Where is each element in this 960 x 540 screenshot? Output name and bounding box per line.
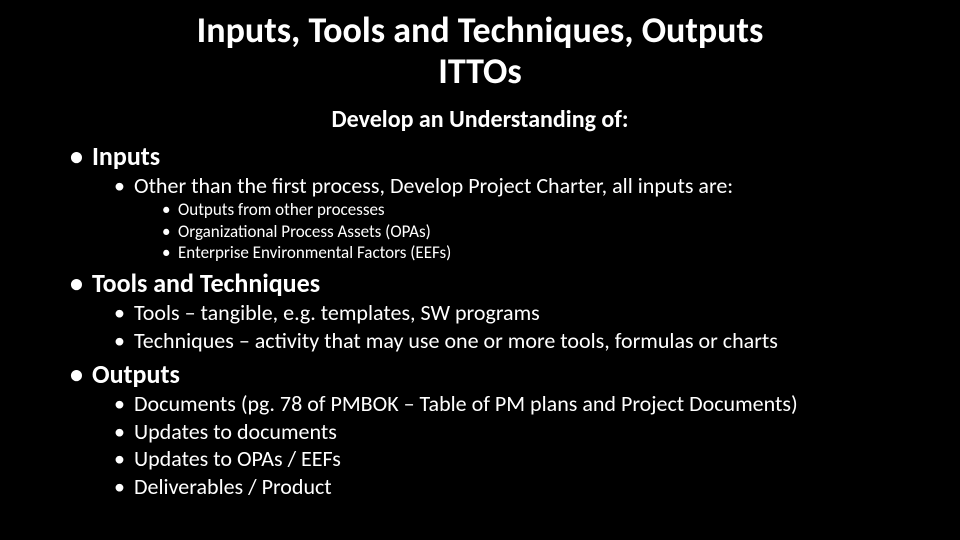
section-outputs: Outputs Documents (pg. 78 of PMBOK – Tab… (70, 358, 890, 500)
inputs-sublist: Other than the first process, Develop Pr… (114, 172, 890, 263)
list-item: Updates to OPAs / EEFs (114, 445, 890, 473)
list-item: Deliverables / Product (114, 473, 890, 501)
tools-items: Tools – tangible, e.g. templates, SW pro… (114, 299, 890, 354)
tools-heading-text: Tools and Techniques (92, 267, 320, 299)
inputs-sub1: Other than the first process, Develop Pr… (114, 172, 890, 263)
slide-content: Inputs Other than the first process, Dev… (0, 140, 960, 500)
inputs-items: Outputs from other processes Organizatio… (162, 199, 890, 263)
inputs-heading-text: Inputs (92, 140, 160, 172)
bullet-list-lvl1: Inputs Other than the first process, Dev… (70, 140, 890, 500)
outputs-heading-text: Outputs (92, 358, 180, 390)
slide-subtitle: Develop an Understanding of: (0, 105, 960, 134)
section-inputs: Inputs Other than the first process, Dev… (70, 140, 890, 263)
inputs-sub1-text: Other than the first process, Develop Pr… (134, 172, 733, 199)
list-item: Tools – tangible, e.g. templates, SW pro… (114, 299, 890, 327)
section-tools: Tools and Techniques Tools – tangible, e… (70, 267, 890, 354)
title-line-2: ITTOs (438, 49, 521, 93)
slide-title: Inputs, Tools and Techniques, Outputs IT… (0, 0, 960, 93)
list-item: Documents (pg. 78 of PMBOK – Table of PM… (114, 390, 890, 418)
list-item: Techniques – activity that may use one o… (114, 327, 890, 355)
outputs-items: Documents (pg. 78 of PMBOK – Table of PM… (114, 390, 890, 500)
list-item: Organizational Process Assets (OPAs) (162, 221, 890, 242)
list-item: Updates to documents (114, 418, 890, 446)
list-item: Enterprise Environmental Factors (EEFs) (162, 242, 890, 263)
title-line-1: Inputs, Tools and Techniques, Outputs (197, 8, 764, 52)
list-item: Outputs from other processes (162, 199, 890, 220)
